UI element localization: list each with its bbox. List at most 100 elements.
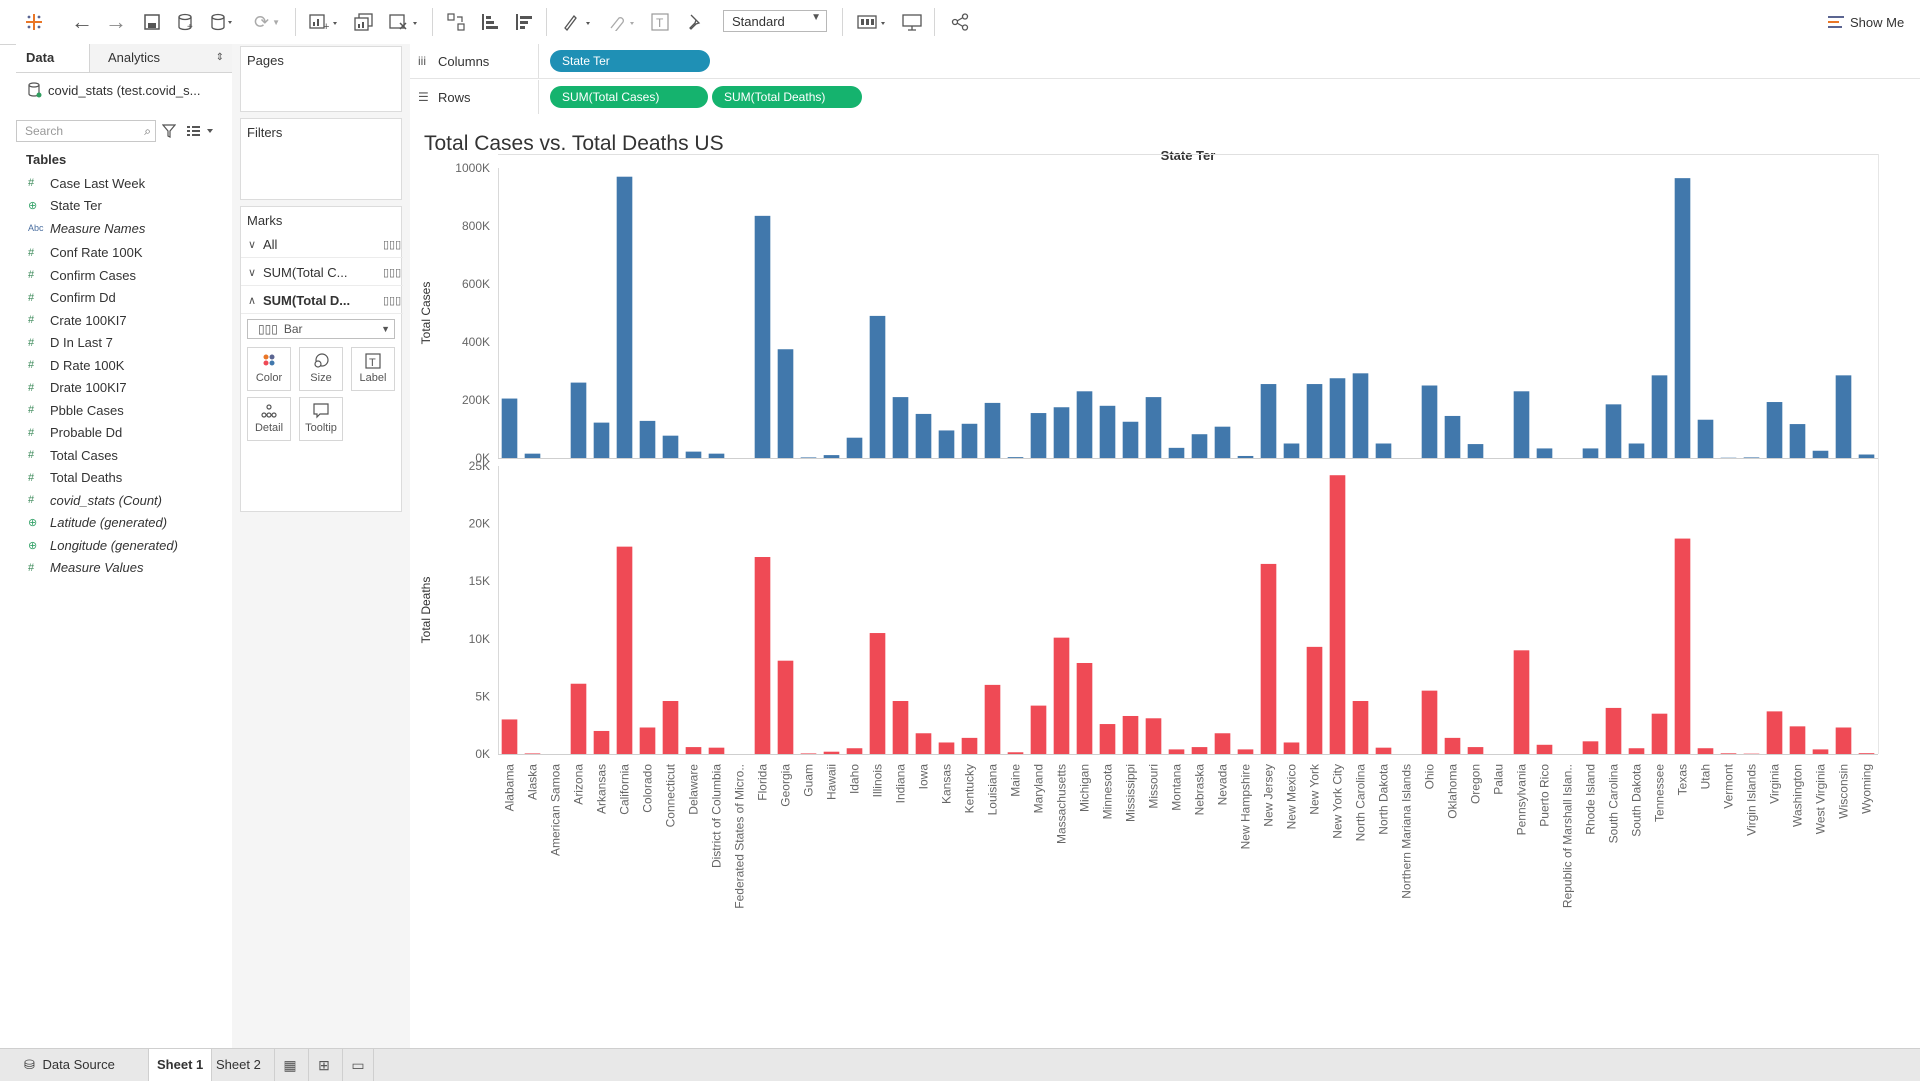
bar-total-deaths (1008, 752, 1024, 754)
bar-total-deaths (985, 685, 1001, 754)
field-item[interactable]: #Pbble Cases (28, 399, 228, 422)
field-item[interactable]: #Conf Rate 100K (28, 242, 228, 265)
tooltip-button[interactable]: Tooltip (299, 397, 343, 441)
field-item[interactable]: #Crate 100KI7 (28, 309, 228, 332)
new-worksheet-icon[interactable]: ▦ (274, 1049, 305, 1081)
search-icon: ⌕ (144, 121, 151, 141)
bar-total-cases (571, 383, 587, 458)
bar-total-cases (1698, 420, 1714, 458)
bar-total-deaths (1721, 753, 1737, 754)
x-tick-label: Missouri (1147, 764, 1161, 809)
data-source-tab[interactable]: ⛁ Data Source (16, 1049, 123, 1081)
pill-sum-total-deaths[interactable]: SUM(Total Deaths) (712, 86, 862, 108)
marks-row-total-cases[interactable]: ∨ SUM(Total C... ▯▯▯ (241, 259, 403, 286)
save-icon[interactable] (140, 10, 164, 34)
sort-descending-icon[interactable] (512, 10, 536, 34)
field-item[interactable]: #covid_stats (Count) (28, 489, 228, 512)
bar-total-cases (1330, 378, 1346, 458)
share-icon[interactable] (948, 10, 972, 34)
color-button[interactable]: Color (247, 347, 291, 391)
view-options-icon[interactable] (186, 120, 220, 142)
tab-sheet-1[interactable]: Sheet 1 (148, 1049, 212, 1081)
clear-sheet-icon[interactable] (386, 10, 422, 34)
x-tick-label: North Carolina (1354, 764, 1368, 842)
x-tick-label: Indiana (894, 764, 908, 804)
field-item[interactable]: #Confirm Dd (28, 287, 228, 310)
field-item[interactable]: ⊕State Ter (28, 195, 228, 218)
tableau-logo-icon[interactable] (22, 10, 46, 34)
rows-shelf[interactable]: ☰ Rows SUM(Total Cases) SUM(Total Deaths… (410, 80, 1920, 114)
svg-text:+: + (323, 21, 329, 31)
pill-state-ter[interactable]: State Ter (550, 50, 710, 72)
marks-row-all[interactable]: ∨ All ▯▯▯ (241, 231, 403, 258)
fit-mode-value: Standard (732, 14, 785, 29)
undo-icon[interactable]: ← (70, 10, 94, 34)
tab-data[interactable]: Data (16, 44, 90, 72)
show-cards-icon[interactable] (854, 10, 890, 34)
duplicate-sheet-icon[interactable] (352, 10, 376, 34)
data-source-label: Data Source (43, 1057, 115, 1072)
pause-updates-icon[interactable] (208, 10, 236, 34)
x-tick-label: California (618, 764, 632, 815)
field-item[interactable]: #Drate 100KI7 (28, 377, 228, 400)
new-story-icon[interactable]: ▭ (342, 1049, 374, 1081)
x-tick-label: Alabama (503, 764, 517, 812)
field-item[interactable]: #D Rate 100K (28, 354, 228, 377)
marks-row-total-deaths[interactable]: ∧ SUM(Total D... ▯▯▯ (241, 287, 403, 314)
pill-sum-total-cases[interactable]: SUM(Total Cases) (550, 86, 708, 108)
x-tick-label: Republic of Marshall Islan.. (1561, 764, 1575, 908)
x-tick-label: Federated States of Micro.. (733, 764, 747, 909)
bar-chart-icon: ▯▯▯ (383, 238, 403, 251)
tab-analytics[interactable]: Analytics ⇕ (90, 44, 232, 72)
size-icon (300, 353, 342, 369)
field-item[interactable]: ⊕Longitude (generated) (28, 534, 228, 557)
datasource-item[interactable]: covid_stats (test.covid_s... (28, 80, 228, 100)
search-input[interactable]: Search ⌕ (16, 120, 156, 142)
new-dashboard-icon[interactable]: ⊞ (308, 1049, 339, 1081)
field-item[interactable]: #Total Deaths (28, 467, 228, 490)
svg-text:T: T (656, 16, 664, 30)
columns-icon: iii (418, 54, 438, 68)
refresh-icon[interactable]: ⟳▼ (250, 10, 284, 34)
field-item[interactable]: #Confirm Cases (28, 264, 228, 287)
x-tick-label: Michigan (1078, 764, 1092, 812)
fit-mode-select[interactable]: Standard ▼ (723, 10, 827, 32)
toolbar-separator (295, 8, 296, 36)
field-item[interactable]: ⊕Latitude (generated) (28, 512, 228, 535)
field-item[interactable]: #Measure Values (28, 557, 228, 580)
mark-type-select[interactable]: ▯▯▯ Bar ▼ (247, 319, 395, 339)
filter-icon[interactable] (162, 120, 180, 142)
filters-card[interactable]: Filters (240, 118, 402, 200)
redo-icon[interactable]: → (104, 10, 128, 34)
bar-total-cases (1261, 384, 1277, 458)
group-icon[interactable] (604, 10, 638, 34)
highlight-icon[interactable] (560, 10, 594, 34)
columns-shelf[interactable]: iii Columns State Ter (410, 44, 1920, 79)
tab-sheet-2[interactable]: Sheet 2 (208, 1049, 269, 1081)
sort-ascending-icon[interactable] (478, 10, 502, 34)
new-datasource-icon[interactable]: + (174, 10, 198, 34)
field-item[interactable]: #D In Last 7 (28, 332, 228, 355)
detail-button[interactable]: Detail (247, 397, 291, 441)
show-me-button[interactable]: Show Me (1828, 12, 1904, 32)
bar-total-deaths (847, 748, 863, 754)
x-tick-label: Utah (1699, 764, 1713, 789)
filters-title: Filters (247, 125, 282, 140)
pages-card[interactable]: Pages (240, 46, 402, 112)
fix-axes-icon[interactable] (682, 10, 706, 34)
field-name: Probable Dd (50, 425, 122, 440)
bar-total-cases (1123, 422, 1139, 458)
presentation-icon[interactable] (900, 10, 924, 34)
field-item[interactable]: #Total Cases (28, 444, 228, 467)
show-labels-icon[interactable]: T (648, 10, 672, 34)
field-item[interactable]: #Case Last Week (28, 172, 228, 195)
color-label: Color (248, 372, 290, 384)
swap-rows-columns-icon[interactable] (444, 10, 468, 34)
bar-total-deaths (1261, 564, 1277, 754)
new-worksheet-icon[interactable]: + (306, 10, 342, 34)
bar-total-deaths (1836, 728, 1852, 754)
size-button[interactable]: Size (299, 347, 343, 391)
label-button[interactable]: T Label (351, 347, 395, 391)
field-item[interactable]: #Probable Dd (28, 422, 228, 445)
